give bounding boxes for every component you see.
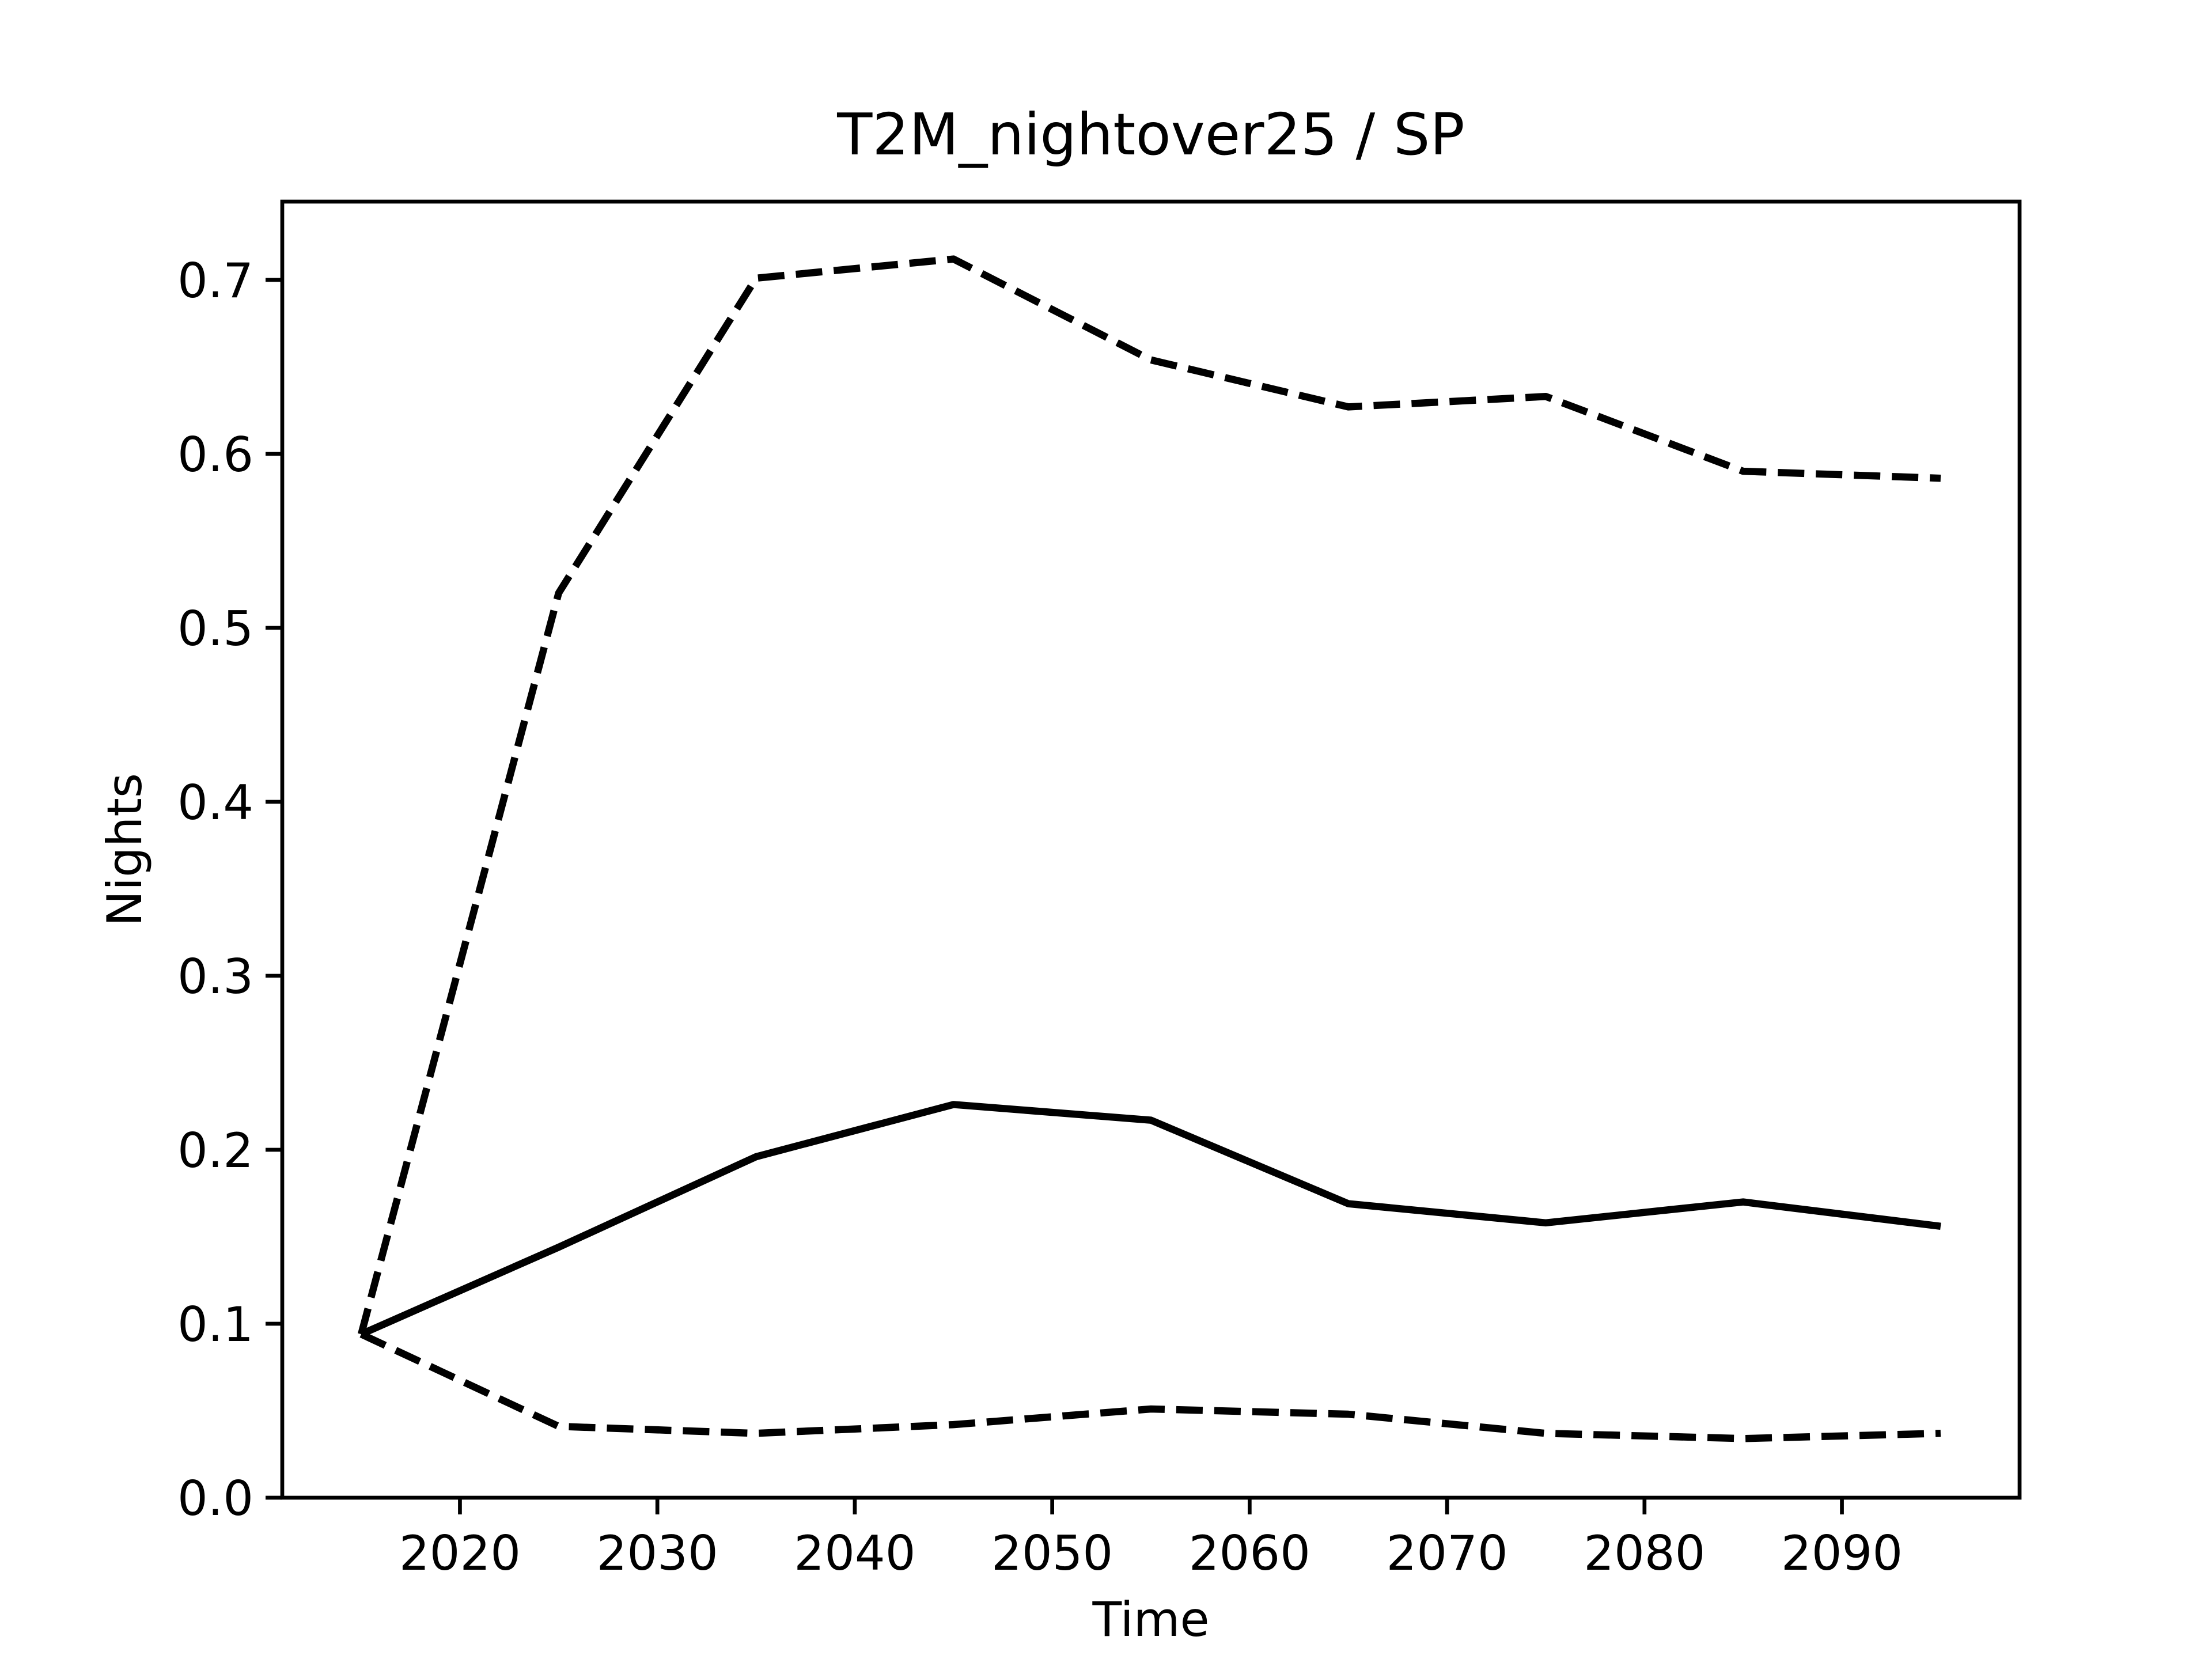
y-tick-label: 0.6 <box>177 427 253 483</box>
x-tick-label: 2050 <box>991 1525 1113 1581</box>
data-line <box>358 255 1941 1335</box>
y-axis-label: Nights <box>97 773 153 926</box>
y-tick-label: 0.0 <box>177 1471 253 1527</box>
y-tick-label: 0.5 <box>177 601 253 657</box>
x-tick-label: 2030 <box>597 1525 718 1581</box>
y-tick-label: 0.3 <box>177 949 253 1005</box>
data-line <box>359 1331 1941 1442</box>
x-tick-label: 2060 <box>1189 1525 1310 1581</box>
y-tick-label: 0.1 <box>177 1297 253 1353</box>
chart-title: T2M_nightover25 / SP <box>836 101 1465 168</box>
y-tick-label: 0.7 <box>177 253 253 309</box>
x-tick-label: 2040 <box>794 1525 915 1581</box>
x-tick-label: 2080 <box>1584 1525 1705 1581</box>
y-tick-label: 0.2 <box>177 1123 253 1179</box>
x-tick-label: 2070 <box>1386 1525 1508 1581</box>
y-tick-label: 0.4 <box>177 775 253 831</box>
data-line <box>359 1101 1941 1338</box>
x-tick-label: 2090 <box>1781 1525 1903 1581</box>
x-axis-label: Time <box>1092 1592 1209 1647</box>
x-tick-label: 2020 <box>399 1525 521 1581</box>
plot-frame <box>280 199 2022 1500</box>
